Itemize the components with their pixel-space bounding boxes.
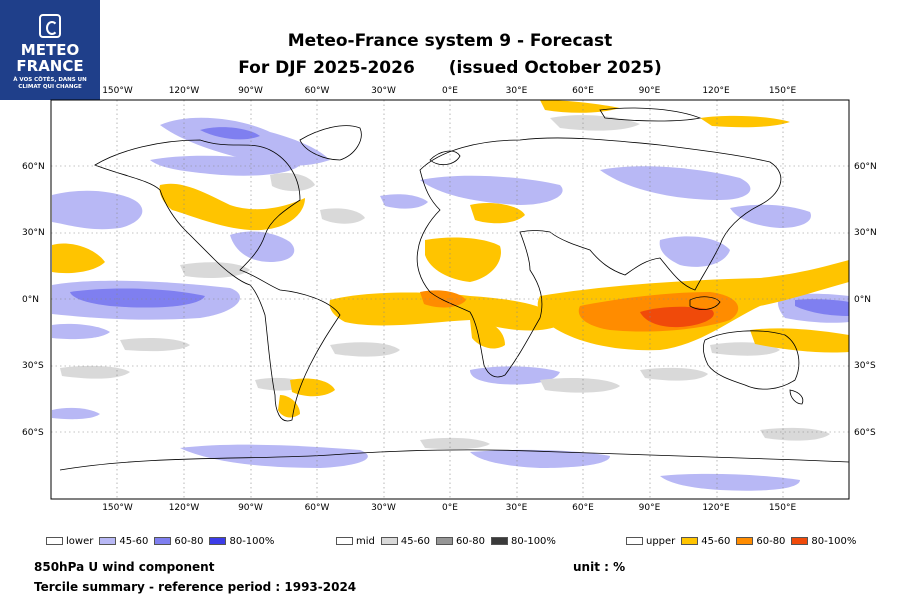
unit-label: unit : % — [573, 560, 626, 574]
lon-tick-bot-8: 90°E — [638, 503, 661, 513]
legend-upper-label: upper — [626, 536, 675, 547]
meteo-france-logo: METEO FRANCE À VOS CÔTÉS, DANS UN CLIMAT… — [0, 0, 100, 100]
map-content — [51, 100, 849, 499]
lon-tick-top-1: 120°W — [168, 86, 200, 96]
lon-tick-bot-10: 150°E — [768, 503, 797, 513]
lon-tick-top-0: 150°W — [102, 86, 133, 96]
meteo-france-emblem-icon — [39, 14, 61, 38]
lon-tick-top-5: 0°E — [442, 86, 458, 96]
upper-tercile-extreme — [640, 306, 714, 328]
lon-tick-bot-1: 120°W — [168, 503, 200, 513]
graticule — [51, 100, 849, 499]
logo-tagline: À VOS CÔTÉS, DANS UN CLIMAT QUI CHANGE — [0, 77, 100, 91]
forecast-title: Meteo-France system 9 - Forecast — [287, 31, 613, 51]
legend-upper-60-80: 60-80 — [736, 536, 785, 547]
legend-lower-label: lower — [46, 536, 93, 547]
lat-tick-left-2: 0°N — [22, 294, 39, 305]
legend-upper-80-100: 80-100% — [791, 536, 856, 547]
lower-tercile-strong — [70, 127, 849, 316]
legend-lower-60-80: 60-80 — [154, 536, 203, 547]
lon-tick-top-6: 30°E — [505, 86, 528, 96]
lon-tick-top-7: 60°E — [572, 86, 594, 96]
lat-tick-right-0: 60°N — [854, 161, 877, 172]
variable-label: 850hPa U wind component — [34, 560, 215, 574]
upper-tercile-areas — [52, 100, 849, 418]
lat-tick-right-3: 30°S — [854, 361, 876, 371]
lat-tick-right-4: 60°S — [854, 427, 876, 438]
lat-tick-left-3: 30°S — [22, 361, 44, 371]
reference-period-label: Tercile summary - reference period : 199… — [34, 580, 357, 594]
logo-tagline-1: À VOS CÔTÉS, DANS UN — [13, 77, 87, 83]
lat-tick-left-1: 30°N — [22, 228, 45, 238]
lon-tick-top-9: 120°E — [702, 86, 730, 96]
lon-tick-top-4: 30°W — [371, 86, 396, 96]
lat-tick-right-2: 0°N — [854, 294, 871, 305]
lat-tick-right-1: 30°N — [854, 228, 877, 238]
lon-tick-top-10: 150°E — [768, 86, 797, 96]
forecast-subtitle: For DJF 2025-2026 (issued October 2025) — [0, 58, 900, 78]
lat-tick-left-0: 60°N — [22, 161, 45, 172]
season-label: For DJF 2025-2026 — [238, 58, 415, 78]
mid-tercile-areas — [60, 115, 830, 450]
lon-tick-bot-5: 0°E — [442, 503, 458, 513]
lon-tick-bot-2: 90°W — [238, 503, 263, 513]
map-frame — [50, 99, 850, 500]
lon-tick-bot-6: 30°E — [505, 503, 528, 513]
legend-mid-45-60: 45-60 — [380, 536, 430, 547]
logo-line2: FRANCE — [16, 57, 84, 75]
lon-tick-bot-9: 120°E — [702, 503, 730, 513]
lon-tick-top-8: 90°E — [638, 86, 661, 96]
lon-tick-bot-4: 30°W — [371, 503, 396, 513]
lon-tick-top-3: 60°W — [304, 86, 330, 96]
issue-label: (issued October 2025) — [448, 58, 662, 78]
legend-lower-80-100: 80-100% — [209, 536, 274, 547]
legend-mid-80-100: 80-100% — [491, 536, 556, 547]
lat-tick-left-4: 60°S — [22, 427, 44, 438]
legend-lower-45-60: 45-60 — [99, 536, 148, 547]
legend-mid-label: mid — [336, 536, 375, 547]
lon-tick-bot-3: 60°W — [304, 503, 330, 513]
logo-line1: METEO — [20, 41, 80, 59]
legend-mid: mid 45-60 60-80 80-100% — [336, 534, 562, 548]
lon-tick-bot-0: 150°W — [102, 503, 133, 513]
logo-tagline-2: CLIMAT QUI CHANGE — [18, 84, 82, 90]
legend-upper: upper 45-60 60-80 80-100% — [626, 534, 862, 548]
legend-upper-45-60: 45-60 — [681, 536, 730, 547]
legend-mid-60-80: 60-80 — [435, 536, 485, 547]
legend-lower: lower 45-60 60-80 80-100% — [46, 534, 280, 548]
lon-tick-top-2: 90°W — [238, 86, 263, 96]
lon-tick-bot-7: 60°E — [572, 503, 594, 513]
